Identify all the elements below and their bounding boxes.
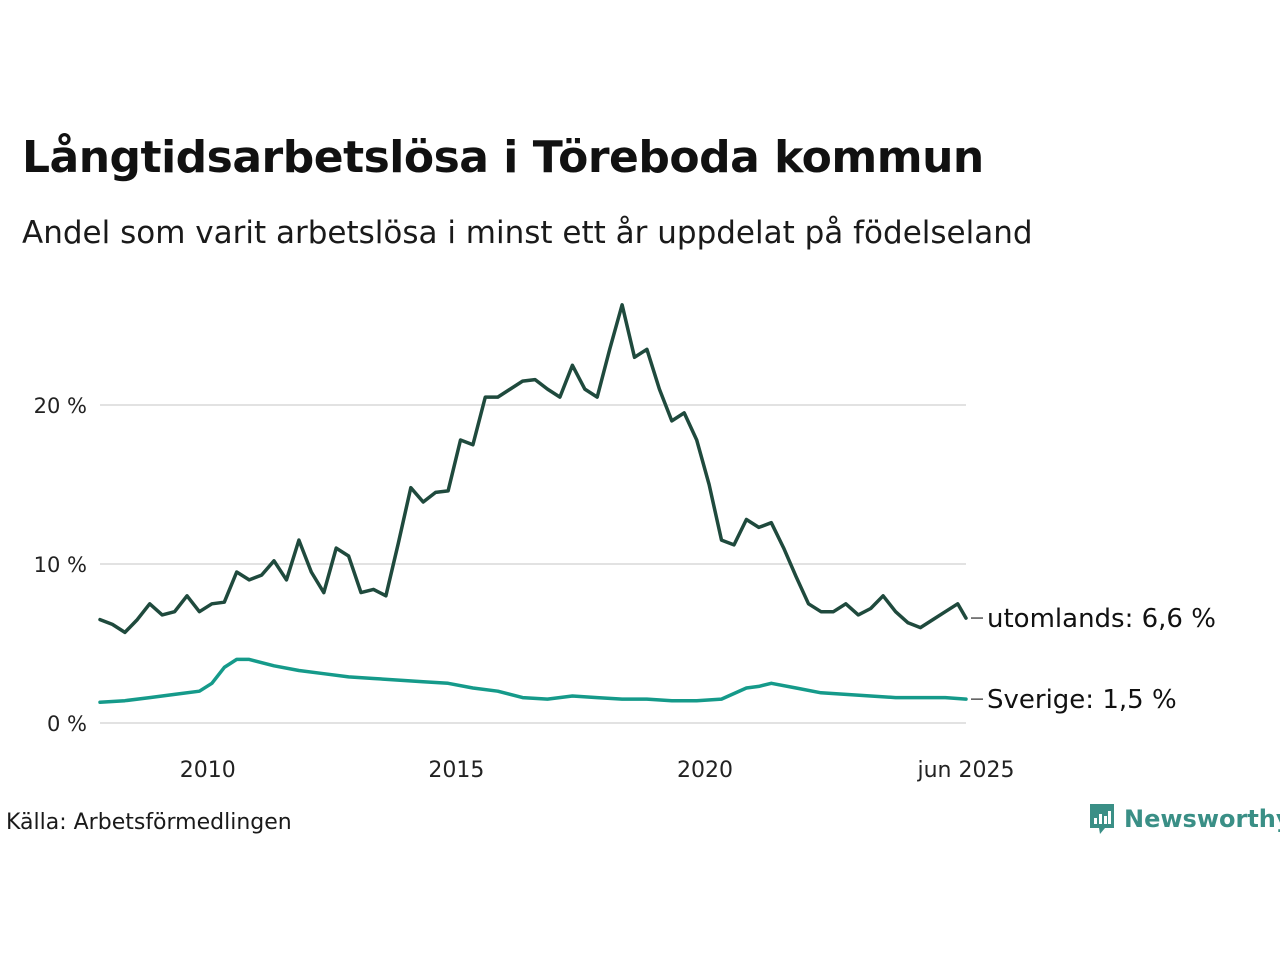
series-line-utomlands [98,303,968,635]
series-lines [98,303,968,705]
newsworthy-logo-icon [1090,804,1114,834]
series-line-sverige [98,657,968,705]
brand-logo[interactable]: Newsworthy [1088,802,1280,836]
x-tick-label: 2010 [180,758,236,783]
end-label-utomlands: utomlands: 6,6 % [987,604,1216,634]
y-axis-ticks: 0 % 10 % 20 % [34,394,87,736]
x-tick-label: jun 2025 [917,758,1015,783]
x-tick-label: 2020 [677,758,733,783]
y-tick-label: 10 % [34,553,87,577]
y-tick-label: 0 % [47,712,87,736]
source-note: Källa: Arbetsförmedlingen [6,810,292,835]
x-tick-label: 2015 [428,758,484,783]
end-label-sverige: Sverige: 1,5 % [987,685,1177,715]
chart-subtitle: Andel som varit arbetslösa i minst ett å… [22,215,1033,251]
chart-title: Långtidsarbetslösa i Töreboda kommun [22,132,984,183]
gridlines [100,404,966,724]
y-tick-label: 20 % [34,394,87,418]
x-axis-ticks: 2010 2015 2020 jun 2025 [180,758,1015,783]
series-end-labels: utomlands: 6,6 % Sverige: 1,5 % [971,604,1216,715]
brand-name: Newsworthy [1124,805,1280,833]
